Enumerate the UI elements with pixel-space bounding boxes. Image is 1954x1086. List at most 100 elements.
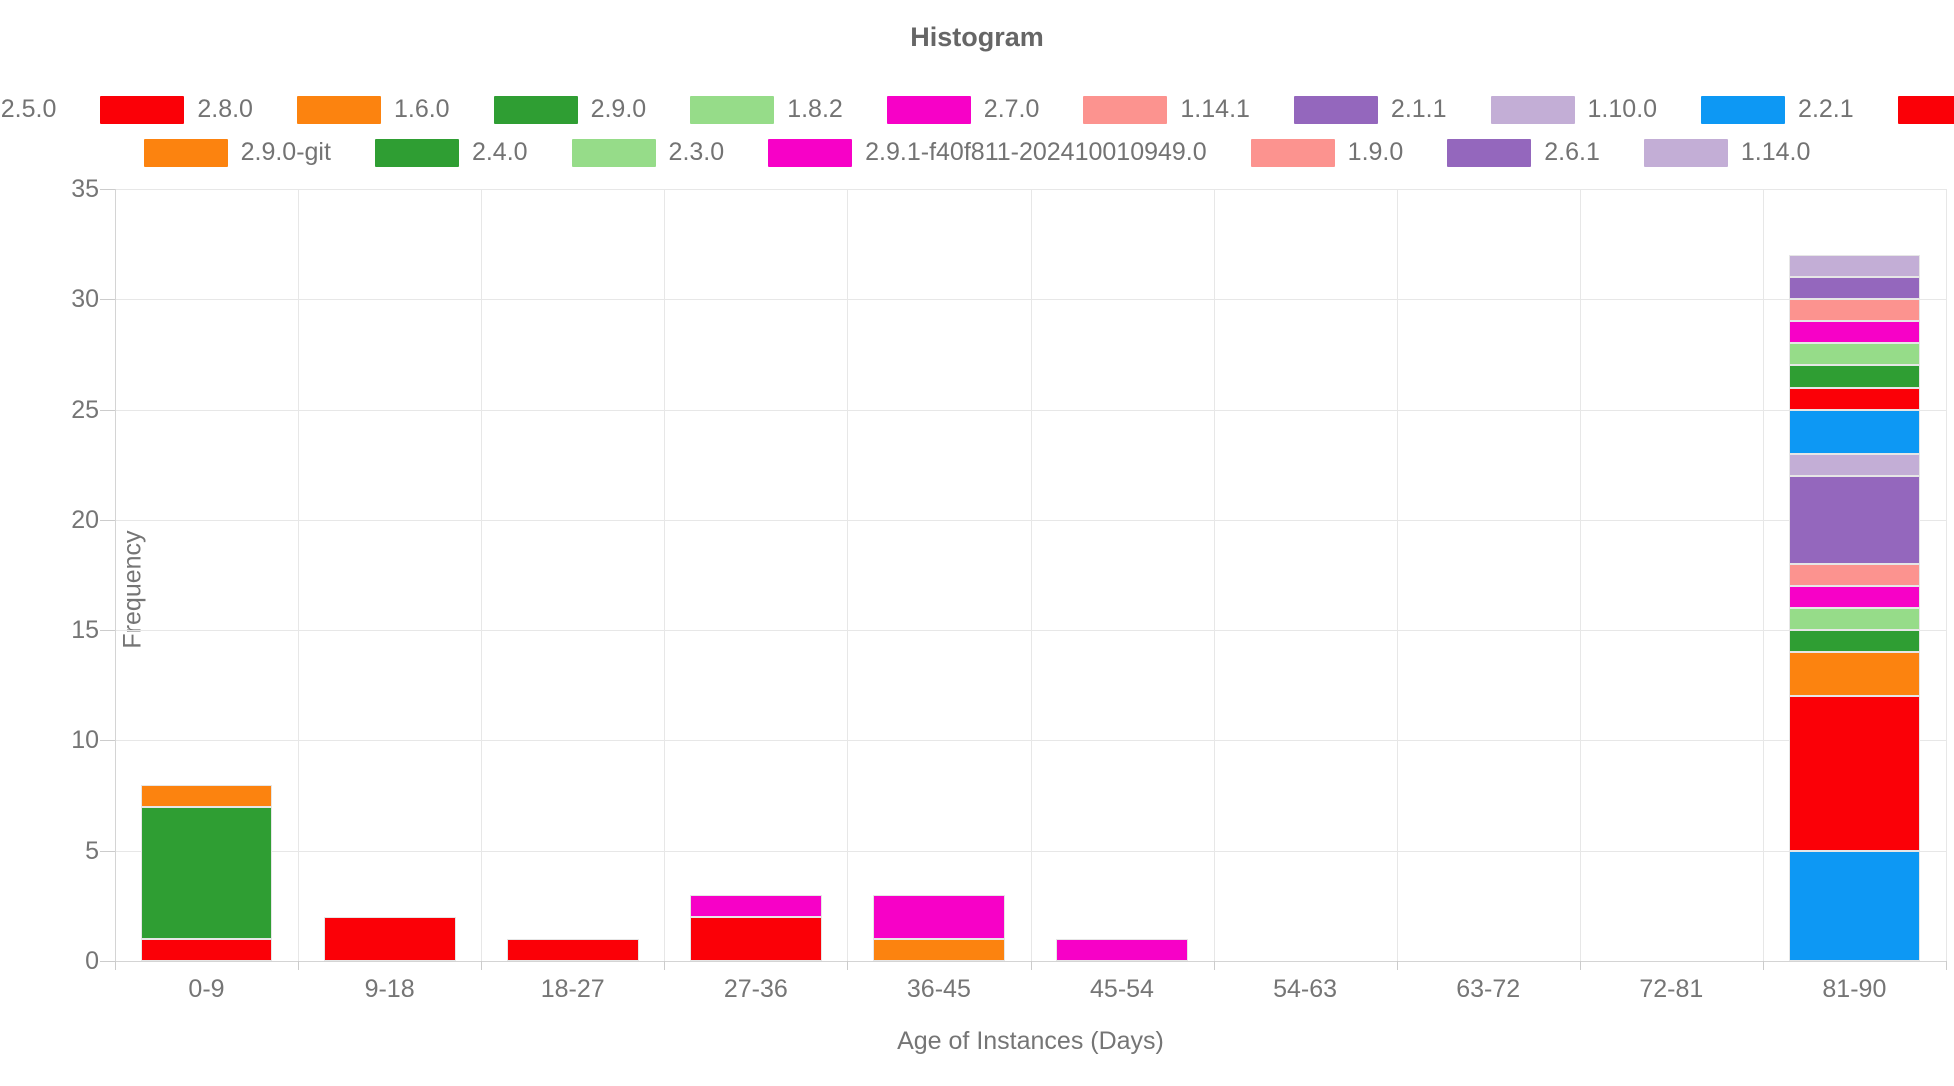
bar-segment-81-90-2.8.0[interactable] [1788,696,1921,851]
legend-item-1.6.0[interactable]: 1.6.0 [296,95,450,124]
x-tick-label-27-36: 27-36 [723,975,788,1003]
x-gridline [1030,189,1032,961]
x-tick-mark [1213,961,1215,970]
y-tick-label: 30 [71,285,99,314]
x-tick-label-45-54: 45-54 [1090,975,1154,1003]
y-tick-mark [100,519,115,521]
legend-label: 2.9.1-f40f811-202410010949.0 [865,138,1207,166]
y-tick-mark [100,299,115,301]
stacked-bar-18-27 [506,189,639,961]
stacked-bar-72-81 [1605,189,1737,961]
y-axis-line [115,189,116,961]
bar-segment-81-90-2.2.1[interactable] [1788,409,1921,454]
legend-item-2.7.0[interactable]: 2.7.0 [886,95,1040,124]
legend-item-2.5.0[interactable]: 2.5.0 [0,95,57,124]
bar-segment-81-90-2.7.0[interactable] [1788,586,1921,609]
legend-label: 1.8.2 [787,95,843,123]
y-tick-mark [100,850,115,852]
bar-segment-0-9-2.8.0[interactable] [140,938,273,961]
bar-segment-0-9-2.9.0-git[interactable] [140,784,273,807]
x-tick-mark [1579,961,1581,970]
legend-swatch-icon [1083,95,1168,124]
x-tick-label-9-18: 9-18 [364,975,415,1003]
x-tick-label-54-63: 54-63 [1273,975,1338,1003]
bar-segment-45-54-2.7.0[interactable] [1056,938,1188,961]
y-tick-label: 20 [71,505,99,534]
legend-item-2.4.0[interactable]: 2.4.0 [374,138,528,167]
legend-item-2.1.1[interactable]: 2.1.1 [1293,95,1447,124]
legend-swatch-icon [886,95,971,124]
legend-item-1.9.0[interactable]: 1.9.0 [1250,138,1403,167]
bar-segment-81-90-2.5.0[interactable] [1788,850,1921,961]
bar-segment-36-45-2.7.0[interactable] [873,894,1005,939]
bar-segment-36-45-1.6.0[interactable] [873,938,1005,961]
legend-label: 2.4.0 [471,138,528,166]
bar-segment-81-90-2.9.0[interactable] [1788,630,1921,653]
legend-item-2.9.1-f40f811-202410010949.0[interactable]: 2.9.1-f40f811-202410010949.0 [768,138,1207,167]
legend-label: 2.9.0 [590,95,647,123]
legend-label: 1.6.0 [393,95,450,123]
bar-segment-81-90-2.4.0[interactable] [1788,365,1921,388]
legend-item-2.3.0[interactable]: 2.3.0 [571,138,724,167]
bar-segment-81-90-1.14.0[interactable] [1788,255,1921,278]
x-tick-mark [1762,961,1764,970]
bar-segment-81-90-2.2.2[interactable] [1788,387,1921,410]
bar-segment-81-90-1.10.0[interactable] [1788,453,1921,476]
legend-item-2.6.1[interactable]: 2.6.1 [1447,138,1600,167]
bar-segment-81-90-2.1.1[interactable] [1788,475,1921,564]
legend-label: 2.1.1 [1390,95,1447,123]
legend-label: 2.7.0 [983,95,1040,123]
bar-segment-81-90-2.9.1-f40f811-202410010949.0[interactable] [1788,321,1921,344]
legend-item-2.2.2[interactable]: 2.2.2 [1897,95,1954,124]
bar-segment-0-9-2.9.0[interactable] [140,806,273,939]
legend-label: 2.2.1 [1798,95,1854,123]
x-tick-label-0-9: 0-9 [188,975,225,1003]
bar-segment-9-18-2.8.0[interactable] [323,916,456,961]
x-tick-label-72-81: 72-81 [1639,975,1704,1003]
legend-item-2.9.0[interactable]: 2.9.0 [493,95,647,124]
bar-segment-81-90-2.3.0[interactable] [1788,343,1921,366]
x-gridline [1396,189,1398,961]
legend-swatch-icon [1250,138,1335,167]
y-tick-label: 0 [85,947,99,975]
y-tick-mark [100,409,115,411]
x-tick-mark [847,961,849,970]
legend-item-1.14.1[interactable]: 1.14.1 [1083,95,1250,124]
y-tick-mark [100,961,115,962]
legend-swatch-icon [100,95,185,124]
bar-segment-18-27-2.8.0[interactable] [506,938,639,961]
x-gridline [1213,189,1215,961]
category-slot-63-72 [1397,189,1580,961]
legend-swatch-icon [143,138,228,167]
stacked-bar-27-36 [689,189,822,961]
category-slot-45-54 [1031,189,1214,961]
stacked-bar-45-54 [1056,189,1188,961]
bar-segment-81-90-2.6.1[interactable] [1788,277,1921,300]
legend-swatch-icon [768,138,853,167]
bar-segment-27-36-2.8.0[interactable] [689,916,822,961]
bar-segment-81-90-1.8.2[interactable] [1788,608,1921,631]
legend-label: 2.9.0-git [240,138,331,166]
x-gridline [847,189,849,961]
bar-segment-81-90-1.14.1[interactable] [1788,563,1921,587]
bar-segment-81-90-1.9.0[interactable] [1788,299,1921,322]
y-tick-mark [100,630,115,632]
legend-item-2.9.0-git[interactable]: 2.9.0-git [143,138,331,167]
legend-item-1.8.2[interactable]: 1.8.2 [690,95,843,124]
legend-item-1.14.0[interactable]: 1.14.0 [1643,138,1810,167]
y-tick-mark [100,189,115,190]
bar-segment-27-36-2.7.0[interactable] [689,894,822,917]
bar-segment-81-90-1.6.0[interactable] [1788,652,1921,697]
x-axis-title: Age of Instances (Days) [897,1027,1164,1055]
category-slot-54-63 [1214,189,1397,961]
y-tick-label: 10 [71,726,99,755]
x-gridline [1762,189,1764,961]
legend-label: 1.10.0 [1587,95,1658,123]
legend-swatch-icon [296,95,381,124]
x-tick-mark [481,961,483,970]
chart-title: Histogram [910,22,1044,52]
legend-item-2.2.1[interactable]: 2.2.1 [1701,95,1854,124]
legend-item-2.8.0[interactable]: 2.8.0 [100,95,253,124]
legend-item-1.10.0[interactable]: 1.10.0 [1490,95,1658,124]
